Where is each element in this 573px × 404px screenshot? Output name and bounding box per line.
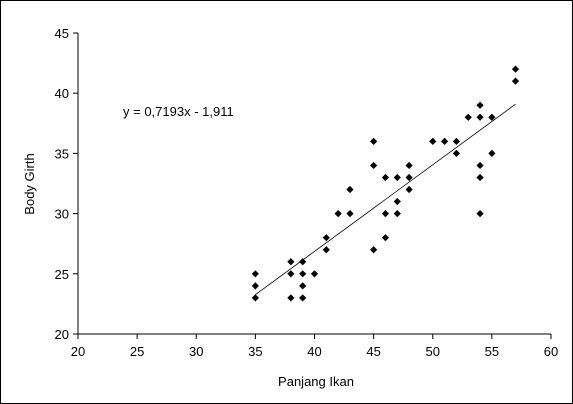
data-point	[476, 101, 484, 109]
data-point	[476, 161, 484, 170]
data-point	[488, 149, 496, 157]
x-tick-label: 55	[485, 344, 499, 359]
y-tick-label: 35	[55, 146, 69, 161]
data-point	[440, 137, 449, 145]
data-point	[393, 173, 401, 182]
y-tick-label: 45	[55, 26, 69, 41]
y-tick-label: 20	[55, 327, 69, 342]
data-point	[251, 294, 259, 302]
data-point	[287, 294, 295, 302]
y-tick-label: 25	[55, 267, 69, 282]
x-tick-label: 30	[189, 344, 203, 359]
data-point	[381, 210, 390, 218]
data-point	[334, 210, 342, 218]
data-point	[405, 173, 413, 182]
x-tick-label: 45	[366, 344, 380, 359]
data-point	[346, 185, 354, 194]
axes	[77, 33, 551, 335]
data-point	[346, 210, 354, 218]
data-point	[452, 149, 460, 157]
x-tick-label: 25	[130, 344, 144, 359]
data-point	[287, 270, 295, 278]
data-point	[322, 234, 330, 242]
data-point	[488, 113, 496, 121]
data-point	[381, 173, 390, 182]
data-point	[299, 282, 307, 290]
data-points	[251, 65, 520, 302]
x-tick-label: 60	[544, 344, 558, 359]
x-tick-label: 40	[307, 344, 321, 359]
trendline-equation: y = 0,7193x - 1,911	[123, 104, 234, 119]
y-axis-title: Body Girth	[22, 153, 37, 214]
data-point	[464, 113, 472, 121]
x-axis-title: Panjang Ikan	[278, 374, 354, 389]
data-point	[251, 270, 259, 278]
data-point	[476, 210, 484, 218]
data-point	[405, 185, 413, 194]
y-tick-label: 40	[55, 86, 69, 101]
x-tick-label: 35	[248, 344, 262, 359]
data-point	[299, 258, 307, 266]
data-point	[511, 77, 520, 85]
data-point	[370, 137, 378, 145]
data-point	[370, 161, 378, 170]
data-point	[251, 282, 259, 290]
data-point	[310, 270, 319, 278]
data-point	[393, 210, 401, 218]
x-ticks: 20 25 30 35 40 45 50 55 60	[71, 334, 558, 359]
data-point	[299, 294, 307, 302]
data-point	[322, 246, 330, 254]
data-point	[511, 65, 520, 73]
data-point	[393, 197, 401, 206]
x-tick-label: 50	[426, 344, 440, 359]
data-point	[405, 161, 413, 170]
y-tick-label: 30	[55, 207, 69, 222]
data-point	[476, 113, 484, 121]
trendline	[255, 103, 516, 296]
data-point	[299, 270, 307, 278]
y-ticks: 20 25 30 35 40 45	[55, 26, 78, 342]
data-point	[370, 246, 378, 254]
x-tick-label: 20	[71, 344, 85, 359]
data-point	[429, 137, 437, 145]
data-point	[476, 173, 484, 182]
data-point	[287, 258, 295, 266]
data-point	[452, 137, 460, 145]
data-point	[381, 234, 390, 242]
